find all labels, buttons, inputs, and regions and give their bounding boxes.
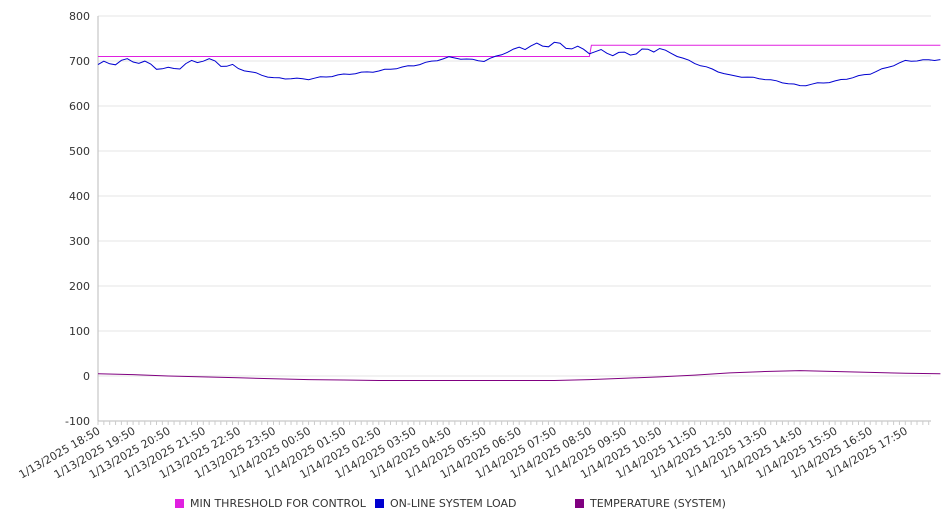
x-axis-ticks: 1/13/2025 18:501/13/2025 19:501/13/2025 … <box>17 424 910 481</box>
legend-item-min-threshold[interactable]: MIN THRESHOLD FOR CONTROL <box>175 497 366 510</box>
axes <box>97 16 931 425</box>
legend-swatch <box>175 499 184 508</box>
legend-label: ON-LINE SYSTEM LOAD <box>390 497 517 510</box>
y-tick-label: -100 <box>65 415 90 428</box>
y-tick-label: 500 <box>69 145 90 158</box>
legend-swatch <box>575 499 584 508</box>
legend-item-system-load[interactable]: ON-LINE SYSTEM LOAD <box>375 497 516 510</box>
y-axis-ticks: -100 0 100 200 300 400 500 600 700 800 <box>65 10 90 428</box>
series-lines <box>97 41 941 381</box>
y-tick-label: 600 <box>69 100 90 113</box>
series-line-2 <box>97 370 941 381</box>
y-tick-label: 400 <box>69 190 90 203</box>
series-line-0 <box>98 44 941 57</box>
series-line-1 <box>97 41 941 87</box>
legend-label: MIN THRESHOLD FOR CONTROL <box>190 497 366 510</box>
legend-label: TEMPERATURE (SYSTEM) <box>590 497 726 510</box>
y-tick-label: 700 <box>69 55 90 68</box>
y-tick-label: 300 <box>69 235 90 248</box>
gridlines <box>98 15 931 422</box>
y-tick-label: 100 <box>69 325 90 338</box>
y-tick-label: 200 <box>69 280 90 293</box>
legend: MIN THRESHOLD FOR CONTROL ON-LINE SYSTEM… <box>0 497 946 515</box>
legend-swatch <box>375 499 384 508</box>
y-tick-label: 0 <box>83 370 90 383</box>
legend-item-temperature[interactable]: TEMPERATURE (SYSTEM) <box>575 497 726 510</box>
y-tick-label: 800 <box>69 10 90 23</box>
